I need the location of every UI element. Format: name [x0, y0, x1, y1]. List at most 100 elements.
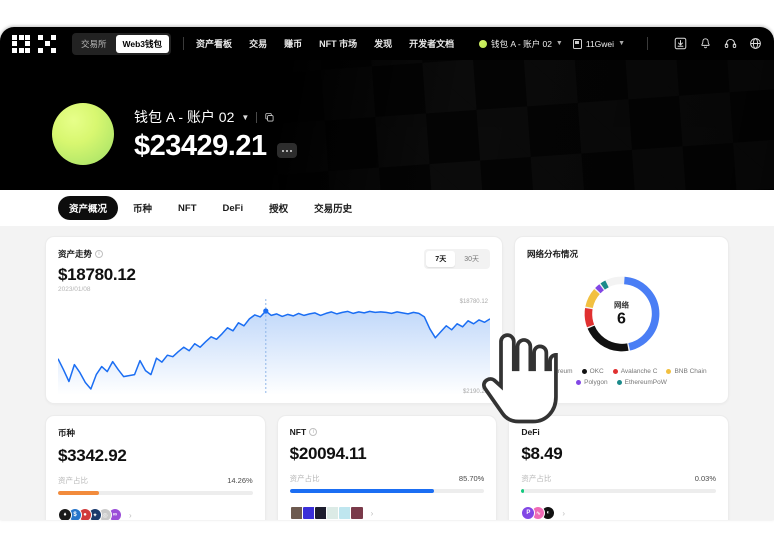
- network-distribution-title-label: 网络分布情况: [527, 249, 579, 259]
- summary-card-defi[interactable]: DeFi $8.49 资产占比 0.03% P ∿ ◐ ›: [508, 415, 730, 520]
- tab-nft[interactable]: NFT: [178, 202, 197, 214]
- download-icon[interactable]: [674, 37, 687, 50]
- donut-ring: [584, 276, 659, 351]
- more-actions-button[interactable]: [276, 143, 297, 158]
- asset-trend-value: $18780.12: [58, 265, 136, 284]
- account-name: 钱包 A - 账户 02: [134, 109, 235, 125]
- range-toggle: 7天 30天: [424, 249, 490, 269]
- legend-color-dot: [666, 369, 672, 374]
- nav-link-discover[interactable]: 发现: [374, 39, 393, 49]
- segment-exchange[interactable]: 交易所: [81, 38, 107, 49]
- legend-label: EthereumPoW: [624, 379, 667, 386]
- nav-icon-group: [674, 37, 762, 50]
- wallet-avatar-dot: [478, 39, 487, 48]
- chevron-down-icon[interactable]: ▼: [241, 112, 250, 122]
- network-distribution-title: 网络分布情况: [527, 248, 716, 260]
- nav-link-developer-docs[interactable]: 开发者文档: [409, 39, 455, 49]
- ratio-label: 资产占比: [58, 476, 88, 485]
- wallet-selector[interactable]: 钱包 A - 账户 02 ▼: [478, 38, 563, 50]
- ratio-percent: 0.03%: [694, 474, 717, 483]
- ratio-progress-fill: [521, 489, 525, 493]
- donut-center-value: 6: [617, 310, 626, 328]
- info-icon[interactable]: i: [95, 250, 104, 258]
- headset-icon[interactable]: [724, 37, 737, 50]
- legend-color-dot: [536, 369, 542, 374]
- gas-icon: [572, 38, 582, 49]
- ratio-label: 资产占比: [289, 474, 320, 483]
- summary-card-title-label: NFT: [289, 427, 307, 437]
- asset-trend-title: 资产走势 i: [58, 248, 490, 260]
- tab-tokens[interactable]: 币种: [133, 204, 153, 215]
- ratio-progress-bar: [58, 491, 253, 495]
- ratio-progress-bar: [521, 489, 717, 493]
- legend-label: Avalanche C: [620, 368, 658, 375]
- tab-approvals[interactable]: 授权: [269, 204, 289, 215]
- range-30d-button[interactable]: 30天: [464, 256, 479, 263]
- chevron-right-icon[interactable]: ›: [370, 508, 374, 518]
- summary-card-nft[interactable]: NFT i $20094.11 资产占比 85.70% ›: [276, 415, 498, 520]
- tab-overview[interactable]: 资产概况: [58, 196, 119, 220]
- chevron-down-icon: ▼: [618, 40, 625, 47]
- asset-icon-row[interactable]: ♦ $ ● ✦ ◎ ∞ ›: [58, 508, 253, 520]
- account-avatar: [52, 103, 114, 165]
- chevron-right-icon[interactable]: ›: [129, 510, 132, 520]
- nav-link-earn[interactable]: 赚币: [284, 39, 303, 49]
- legend-label: Polygon: [584, 379, 608, 386]
- bell-icon[interactable]: [699, 37, 712, 50]
- total-balance: $23429.21: [134, 130, 267, 162]
- ratio-progress-fill: [289, 489, 434, 493]
- okx-logo-icon[interactable]: [12, 34, 56, 53]
- asset-icon-row[interactable]: P ∿ ◐ ›: [521, 506, 716, 520]
- legend-item-4: Polygon: [576, 379, 608, 386]
- top-navigation-bar: 交易所 Web3钱包 资产看板 交易 赚币 NFT 市场 发现 开发者文档 钱包…: [0, 27, 774, 60]
- nav-link-asset-dashboard[interactable]: 资产看板: [196, 39, 233, 49]
- divider: [256, 111, 258, 123]
- legend-item-0: Ethereum: [536, 368, 573, 375]
- trend-line-chart: [58, 299, 490, 395]
- account-hero-banner: 钱包 A - 账户 02 ▼ $23429.21: [0, 60, 774, 190]
- ratio-progress-fill: [58, 491, 99, 495]
- summary-card-tokens[interactable]: 币种 $3342.92 资产占比 14.26% ♦ $ ● ✦ ◎ ∞ ›: [45, 415, 266, 520]
- asset-trend-card: 资产走势 i $18780.12 2023/01/08 7天 30天 $1878…: [45, 236, 558, 424]
- tab-transaction-history[interactable]: 交易历史: [314, 204, 353, 215]
- gas-price-indicator[interactable]: 11Gwei ▼: [572, 38, 625, 49]
- chevron-right-icon[interactable]: ›: [562, 508, 566, 518]
- legend-label: OKC: [589, 368, 604, 375]
- dashboard-body: 资产走势 i $18780.12 2023/01/08 7天 30天 $1878…: [0, 226, 774, 520]
- app-window: 交易所 Web3钱包 资产看板 交易 赚币 NFT 市场 发现 开发者文档 钱包…: [0, 27, 774, 520]
- summary-card-value: $20094.11: [289, 444, 367, 463]
- legend-item-1: OKC: [581, 368, 604, 375]
- summary-card-value: $3342.92: [58, 446, 127, 465]
- token-icon: P: [521, 506, 536, 520]
- axis-label-max: $18780.12: [459, 299, 488, 305]
- ratio-progress-bar: [289, 489, 485, 493]
- token-icon: ♦: [58, 508, 72, 520]
- ratio-percent: 14.26%: [227, 476, 253, 485]
- legend-label: BNB Chain: [674, 368, 707, 375]
- range-7d-button[interactable]: 7天: [426, 251, 456, 267]
- summary-card-title-label: 币种: [58, 428, 76, 438]
- copy-icon[interactable]: [264, 112, 275, 123]
- asset-trend-chart[interactable]: $18780.12 $2190.26: [58, 299, 558, 424]
- asset-icon-row[interactable]: ›: [289, 506, 485, 520]
- asset-tabs: 资产概况 币种 NFT DeFi 授权 交易历史: [0, 190, 774, 226]
- summary-card-title: 币种: [58, 427, 253, 439]
- donut-center-label: 网络: [614, 300, 629, 310]
- legend-color-dot: [576, 380, 582, 385]
- nav-link-trade[interactable]: 交易: [249, 39, 268, 49]
- legend-item-2: Avalanche C: [612, 368, 658, 375]
- ratio-label: 资产占比: [521, 474, 552, 483]
- ratio-percent: 85.70%: [458, 474, 485, 483]
- chevron-down-icon: ▼: [555, 40, 563, 47]
- segment-web3-wallet[interactable]: Web3钱包: [115, 34, 170, 53]
- hero-gradient-overlay: [0, 60, 774, 190]
- info-icon[interactable]: i: [309, 428, 318, 436]
- legend-color-dot: [616, 380, 622, 385]
- summary-card-title: DeFi: [521, 427, 716, 437]
- tab-defi[interactable]: DeFi: [222, 202, 244, 214]
- globe-icon[interactable]: [749, 37, 762, 50]
- nav-link-nft-market[interactable]: NFT 市场: [319, 39, 358, 49]
- legend-label: Ethereum: [544, 368, 573, 375]
- summary-card-title: NFT i: [290, 427, 485, 437]
- product-switcher[interactable]: 交易所 Web3钱包: [72, 32, 172, 55]
